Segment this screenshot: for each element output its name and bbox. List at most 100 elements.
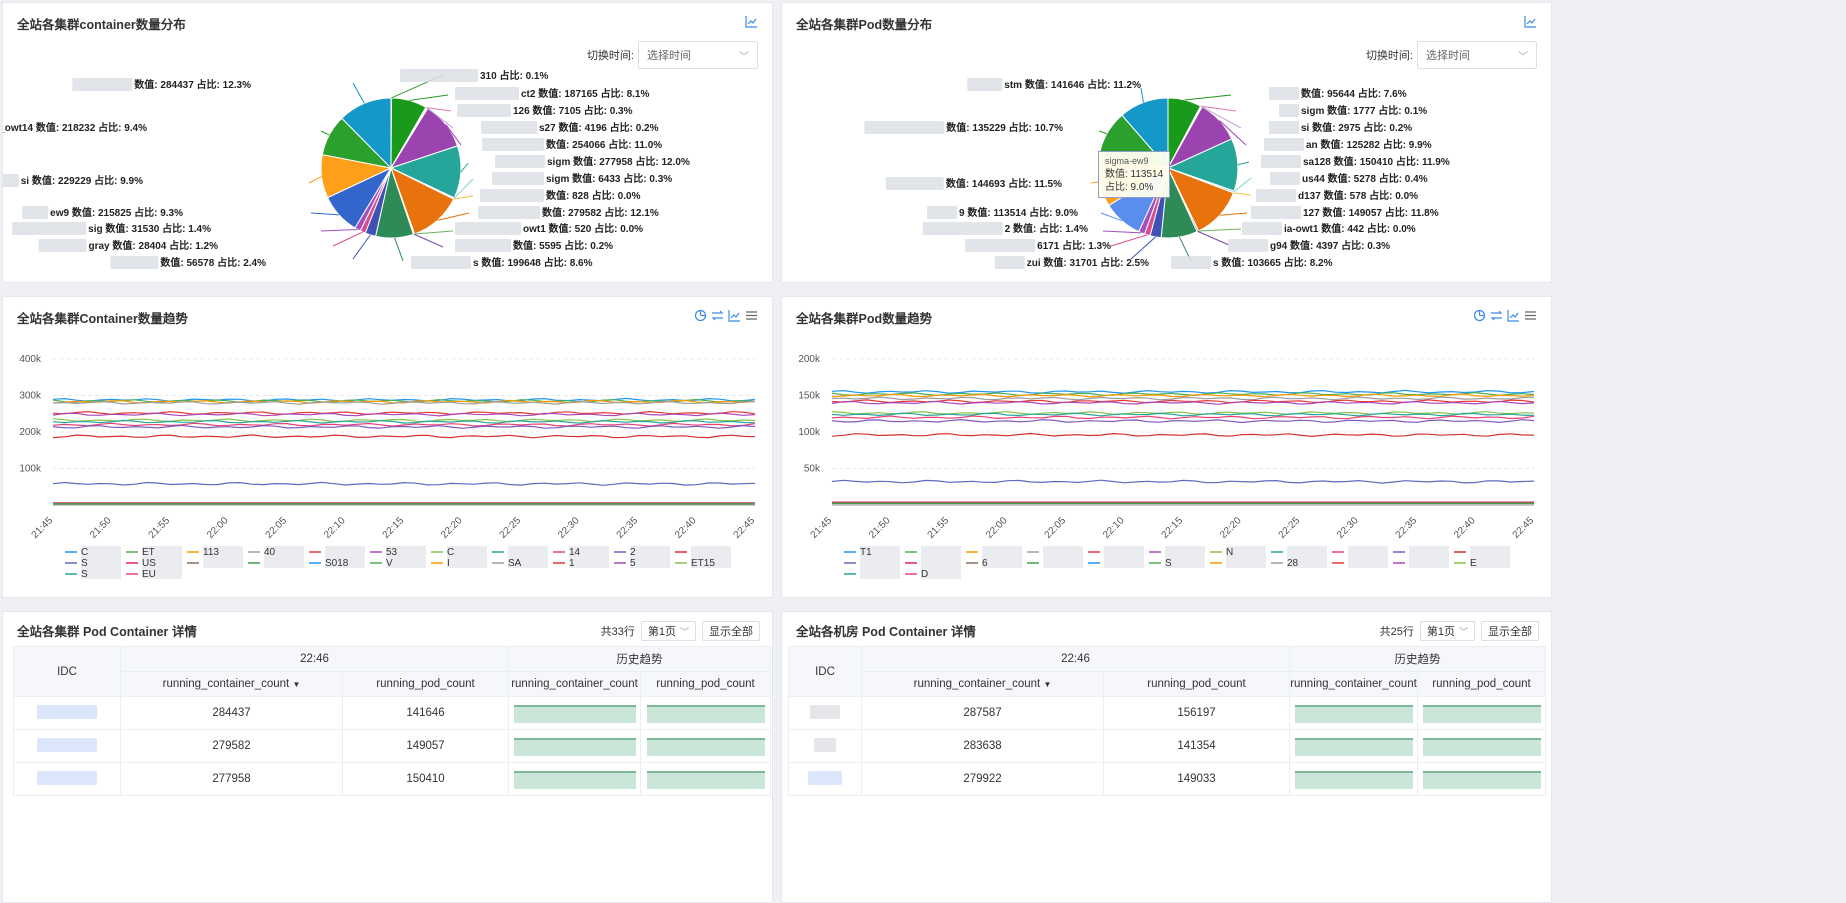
show-all-button[interactable]: 显示全部 bbox=[702, 621, 760, 641]
pod-trend-panel: 全站各集群Pod数量趋势 200k 150k 100k 50k 21:45 21:50 21… bbox=[781, 296, 1552, 598]
time-select[interactable]: 选择时间 ﹀ bbox=[1417, 41, 1537, 69]
series-line[interactable] bbox=[52, 422, 756, 427]
pie-slice-label: 数值: 144693 占比: 11.5% bbox=[946, 177, 1062, 190]
idc-cell[interactable] bbox=[788, 696, 862, 730]
legend-label[interactable]: 1 bbox=[569, 558, 575, 569]
pie-slice-label: ct2 数值: 187165 占比: 8.1% bbox=[521, 87, 649, 100]
legend-label[interactable]: SA bbox=[508, 558, 522, 569]
line-chart-icon[interactable] bbox=[1524, 15, 1537, 28]
legend-label[interactable]: S bbox=[81, 558, 88, 569]
line-chart-icon[interactable] bbox=[1507, 309, 1520, 322]
legend-label[interactable]: 2 bbox=[630, 547, 636, 558]
pie-toggle-icon[interactable] bbox=[1473, 309, 1486, 322]
line-chart-icon[interactable] bbox=[728, 309, 741, 322]
pie-slice-label: gray 数值: 28404 占比: 1.2% bbox=[89, 239, 219, 252]
x-tick-label: 22:45 bbox=[1511, 515, 1537, 541]
legend-label[interactable]: S018 bbox=[325, 558, 349, 569]
pod-trend-chart[interactable]: 200k 150k 100k 50k 21:45 21:50 21:55 22:00 22:05… bbox=[782, 297, 1552, 598]
sort-desc-icon[interactable]: ▼ bbox=[292, 680, 301, 689]
pie-slice[interactable] bbox=[1121, 97, 1169, 170]
legend-label[interactable]: 14 bbox=[569, 547, 581, 558]
legend-label[interactable]: E bbox=[1470, 558, 1477, 569]
redacted-legend-name bbox=[691, 546, 731, 557]
col-container-count[interactable]: running_container_count ▼ bbox=[120, 671, 343, 697]
legend-label[interactable]: US bbox=[142, 558, 156, 569]
series-line[interactable] bbox=[52, 400, 756, 405]
series-line[interactable] bbox=[831, 389, 1535, 394]
time-header: 22:46 bbox=[120, 646, 509, 672]
series-line[interactable] bbox=[52, 434, 756, 439]
redacted-cluster-name bbox=[495, 155, 545, 168]
line-chart-icon[interactable] bbox=[745, 15, 758, 28]
legend-label[interactable]: 113 bbox=[203, 547, 219, 558]
time-select[interactable]: 选择时间 ﹀ bbox=[638, 41, 758, 69]
legend-label[interactable]: N bbox=[1226, 547, 1233, 558]
container-trend-chart[interactable]: 400k 300k 200k 100k 21:45 21:50 21:55 22:00 22:0… bbox=[3, 297, 773, 598]
y-tick-label: 200k bbox=[798, 354, 821, 365]
series-line[interactable] bbox=[52, 481, 756, 486]
legend-label[interactable]: ET15 bbox=[691, 558, 715, 569]
legend-label[interactable]: 6 bbox=[982, 558, 988, 569]
sparkline-pod bbox=[640, 729, 771, 763]
legend-label[interactable]: D bbox=[921, 569, 928, 580]
pie-slice-label: 数值: 284437 占比: 12.3% bbox=[134, 78, 251, 91]
legend-label[interactable]: 40 bbox=[264, 547, 276, 558]
series-line[interactable] bbox=[831, 432, 1535, 438]
pie-slice-label: sa128 数值: 150410 占比: 11.9% bbox=[1303, 155, 1450, 168]
room-detail-table: IDC 22:46 历史趋势 running_container_count ▼… bbox=[788, 646, 1546, 796]
legend-label[interactable]: C bbox=[447, 547, 454, 558]
legend-label[interactable]: 53 bbox=[386, 547, 398, 558]
sort-desc-icon[interactable]: ▼ bbox=[1043, 680, 1052, 689]
chart-toolbar bbox=[694, 309, 758, 322]
container-pie-chart[interactable]: 310 占比: 0.1% ct2 数值: 187165 占比: 8.1% 126 数… bbox=[3, 3, 773, 283]
legend-label[interactable]: 5 bbox=[630, 558, 636, 569]
page-select[interactable]: 第1页 ﹀ bbox=[1419, 621, 1475, 641]
redacted-legend-name bbox=[142, 557, 182, 568]
legend-label[interactable]: C bbox=[81, 547, 88, 558]
pod-pie-chart[interactable]: 数值: 95644 占比: 7.6% sigm 数值: 1777 占比: 0.1%… bbox=[782, 3, 1552, 283]
series-line[interactable] bbox=[52, 424, 756, 429]
legend-label[interactable]: T1 bbox=[860, 547, 872, 558]
series-line[interactable] bbox=[831, 412, 1535, 417]
legend-label[interactable]: ET bbox=[142, 547, 155, 558]
redacted-legend-name bbox=[982, 546, 1022, 557]
series-line[interactable] bbox=[52, 412, 756, 417]
legend-label[interactable]: S bbox=[1165, 558, 1172, 569]
col-container-count[interactable]: running_container_count ▼ bbox=[861, 671, 1104, 697]
list-icon[interactable] bbox=[1524, 309, 1537, 322]
series-line[interactable] bbox=[52, 419, 756, 424]
legend-label[interactable]: I bbox=[447, 558, 450, 569]
swap-icon[interactable] bbox=[711, 309, 724, 322]
show-all-button[interactable]: 显示全部 bbox=[1481, 621, 1539, 641]
series-line[interactable] bbox=[831, 418, 1535, 424]
pie-toggle-icon[interactable] bbox=[694, 309, 707, 322]
page-select[interactable]: 第1页 ﹀ bbox=[640, 621, 696, 641]
series-line[interactable] bbox=[831, 396, 1535, 401]
idc-cell[interactable] bbox=[788, 729, 862, 763]
legend-label[interactable]: S bbox=[81, 569, 88, 580]
redacted-cluster-name bbox=[1264, 138, 1304, 151]
redacted-cluster-name bbox=[455, 87, 519, 100]
redacted-cluster-name bbox=[110, 256, 159, 269]
series-line[interactable] bbox=[831, 415, 1535, 420]
x-tick-label: 22:20 bbox=[439, 515, 465, 541]
pie-leader-line bbox=[332, 231, 363, 247]
series-line[interactable] bbox=[52, 399, 756, 404]
idc-cell[interactable] bbox=[13, 762, 121, 796]
legend-label[interactable]: 28 bbox=[1287, 558, 1299, 569]
idc-cell[interactable] bbox=[13, 729, 121, 763]
col-label: running_container_count bbox=[162, 678, 290, 690]
legend-label[interactable]: V bbox=[386, 558, 393, 569]
list-icon[interactable] bbox=[745, 309, 758, 322]
idc-cell[interactable] bbox=[788, 762, 862, 796]
pie-slice-label: 2 数值: 占比: 1.4% bbox=[1005, 222, 1088, 235]
pod-cell: 141354 bbox=[1103, 729, 1290, 763]
pie-leader-line bbox=[453, 195, 474, 200]
legend-label[interactable]: EU bbox=[142, 569, 156, 580]
series-line[interactable] bbox=[831, 393, 1535, 398]
pie-slice-label: si 数值: 229229 占比: 9.9% bbox=[21, 174, 143, 187]
series-line[interactable] bbox=[831, 479, 1535, 484]
idc-cell[interactable] bbox=[13, 696, 121, 730]
series-line[interactable] bbox=[831, 400, 1535, 405]
swap-icon[interactable] bbox=[1490, 309, 1503, 322]
